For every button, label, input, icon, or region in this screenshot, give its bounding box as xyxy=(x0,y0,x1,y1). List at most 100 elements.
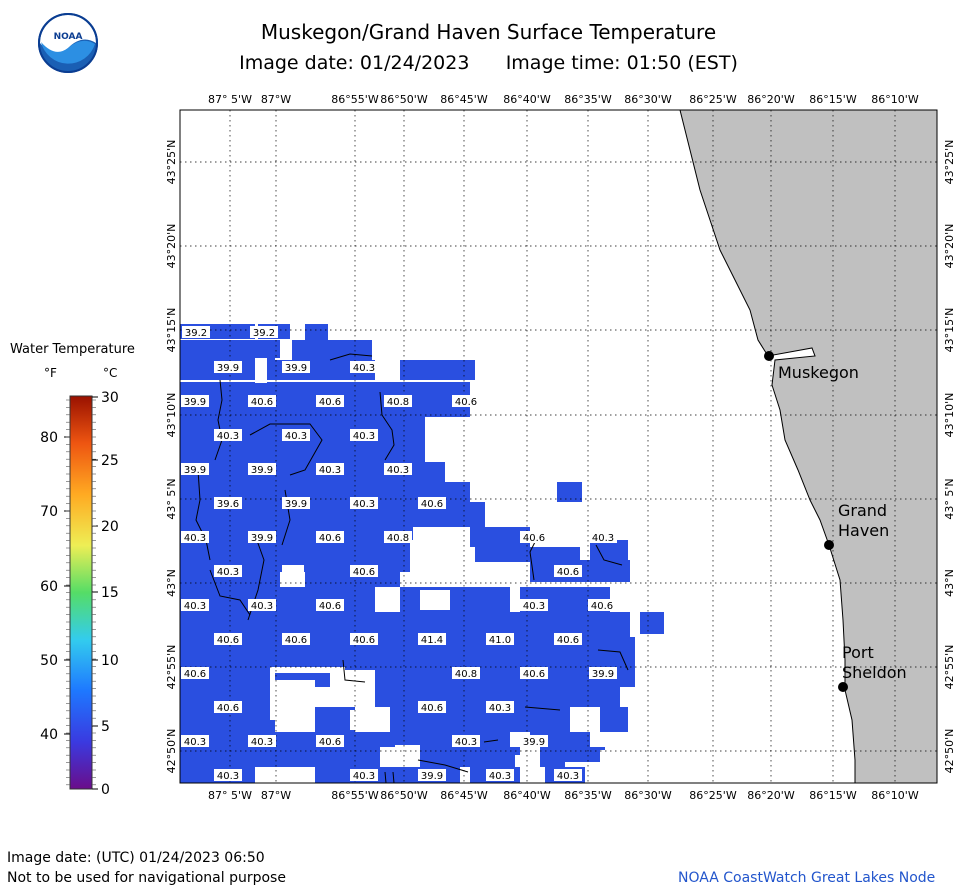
temperature-label: 41.4 xyxy=(418,633,446,646)
temperature-label: 40.3 xyxy=(486,701,514,714)
svg-text:39.2: 39.2 xyxy=(253,328,275,339)
temperature-label: 40.3 xyxy=(350,769,378,782)
svg-text:40.6: 40.6 xyxy=(421,703,443,714)
svg-text:40.6: 40.6 xyxy=(353,635,375,646)
svg-text:40.8: 40.8 xyxy=(387,397,409,408)
lon-label-bottom: 87°W xyxy=(261,789,291,802)
svg-text:40.3: 40.3 xyxy=(387,465,409,476)
lat-label-left: 43°10'N xyxy=(165,393,178,438)
svg-text:40.6: 40.6 xyxy=(455,397,477,408)
footer-utc-date: Image date: (UTC) 01/24/2023 06:50 xyxy=(7,850,265,866)
svg-text:40.3: 40.3 xyxy=(285,431,307,442)
temperature-label: 40.3 xyxy=(248,599,276,612)
svg-text:40.3: 40.3 xyxy=(489,771,511,782)
temperature-label: 40.6 xyxy=(316,531,344,544)
lat-label-left: 43°N xyxy=(165,569,178,597)
temperature-label: 40.3 xyxy=(486,769,514,782)
svg-text:40.3: 40.3 xyxy=(353,363,375,374)
temperature-label: 40.6 xyxy=(554,565,582,578)
temperature-label: 39.2 xyxy=(182,326,210,339)
svg-text:40.3: 40.3 xyxy=(353,431,375,442)
svg-text:39.9: 39.9 xyxy=(184,465,206,476)
svg-text:39.9: 39.9 xyxy=(251,465,273,476)
temperature-label: 40.6 xyxy=(418,701,446,714)
temperature-label: 41.0 xyxy=(486,633,514,646)
legend-f-tick: 50 xyxy=(40,653,58,669)
lat-label-left: 43° 5'N xyxy=(165,478,178,519)
svg-text:40.3: 40.3 xyxy=(489,703,511,714)
temperature-label: 39.9 xyxy=(418,769,446,782)
temperature-label: 40.3 xyxy=(384,463,412,476)
lon-label-bottom: 86°50'W xyxy=(380,789,428,802)
temperature-label: 40.3 xyxy=(589,531,617,544)
temperature-label: 40.3 xyxy=(181,735,209,748)
svg-text:40.6: 40.6 xyxy=(319,397,341,408)
lon-label-top: 86°45'W xyxy=(440,93,488,106)
city-label: Grand xyxy=(838,501,887,520)
temperature-label: 39.9 xyxy=(248,463,276,476)
legend-unit-f: °F xyxy=(44,366,57,380)
lat-label-right: 43° 5'N xyxy=(943,478,956,519)
lon-label-bottom: 86°25'W xyxy=(689,789,737,802)
svg-text:40.3: 40.3 xyxy=(251,737,273,748)
page-title: Muskegon/Grand Haven Surface Temperature xyxy=(260,20,717,44)
legend-f-tick: 70 xyxy=(40,504,58,520)
lat-label-right: 43°15'N xyxy=(943,308,956,353)
city-label: Haven xyxy=(838,521,889,540)
temperature-label: 39.9 xyxy=(181,395,209,408)
svg-text:39.9: 39.9 xyxy=(217,363,239,374)
temperature-label: 40.6 xyxy=(554,633,582,646)
legend-c-tick: 25 xyxy=(101,453,119,469)
svg-text:40.6: 40.6 xyxy=(523,669,545,680)
svg-text:40.3: 40.3 xyxy=(217,771,239,782)
svg-text:40.8: 40.8 xyxy=(455,669,477,680)
svg-text:40.3: 40.3 xyxy=(319,465,341,476)
legend-c-tick: 5 xyxy=(101,719,110,735)
svg-text:39.9: 39.9 xyxy=(285,363,307,374)
lat-label-left: 43°20'N xyxy=(165,224,178,269)
temperature-label: 40.6 xyxy=(418,497,446,510)
svg-text:40.3: 40.3 xyxy=(523,601,545,612)
lon-label-top: 86°35'W xyxy=(564,93,612,106)
svg-text:40.6: 40.6 xyxy=(557,635,579,646)
temperature-label: 40.3 xyxy=(214,429,242,442)
svg-text:40.3: 40.3 xyxy=(592,533,614,544)
lon-label-bottom: 86°30'W xyxy=(624,789,672,802)
legend-f-tick: 60 xyxy=(40,579,58,595)
noaa-logo: NOAA xyxy=(38,13,98,73)
lon-label-bottom: 86°10'W xyxy=(871,789,919,802)
temperature-label: 39.9 xyxy=(248,531,276,544)
svg-text:40.3: 40.3 xyxy=(217,567,239,578)
legend-f-tick: 40 xyxy=(40,727,58,743)
legend-c-tick: 20 xyxy=(101,519,119,535)
isotherm-contours xyxy=(195,353,629,784)
footer-disclaimer: Not to be used for navigational purpose xyxy=(7,870,286,886)
lon-label-top: 86°30'W xyxy=(624,93,672,106)
svg-text:40.6: 40.6 xyxy=(523,533,545,544)
svg-text:40.6: 40.6 xyxy=(217,635,239,646)
temperature-label: 40.3 xyxy=(554,769,582,782)
axis-labels: 87° 5'W87° 5'W87°W87°W86°55'W86°55'W86°5… xyxy=(165,93,956,802)
image-time: Image time: 01:50 (EST) xyxy=(505,52,738,74)
svg-text:39.9: 39.9 xyxy=(421,771,443,782)
temperature-label: 40.6 xyxy=(214,701,242,714)
temperature-label: 39.9 xyxy=(282,361,310,374)
svg-text:40.6: 40.6 xyxy=(557,567,579,578)
lon-label-bottom: 86°45'W xyxy=(440,789,488,802)
temperature-label: 40.8 xyxy=(452,667,480,680)
svg-text:39.9: 39.9 xyxy=(523,737,545,748)
svg-text:40.6: 40.6 xyxy=(217,703,239,714)
svg-text:40.6: 40.6 xyxy=(285,635,307,646)
temperature-label: 40.6 xyxy=(452,395,480,408)
legend-unit-c: °C xyxy=(103,366,118,380)
lat-label-right: 43°10'N xyxy=(943,393,956,438)
lon-label-top: 86°50'W xyxy=(380,93,428,106)
image-datetime: Image date: 01/24/2023 Image time: 01:50… xyxy=(0,52,977,74)
temperature-label: 40.3 xyxy=(214,769,242,782)
temperature-label: 40.3 xyxy=(350,429,378,442)
temperature-label: 39.9 xyxy=(214,361,242,374)
svg-text:40.6: 40.6 xyxy=(184,669,206,680)
logo-text: NOAA xyxy=(54,32,83,42)
